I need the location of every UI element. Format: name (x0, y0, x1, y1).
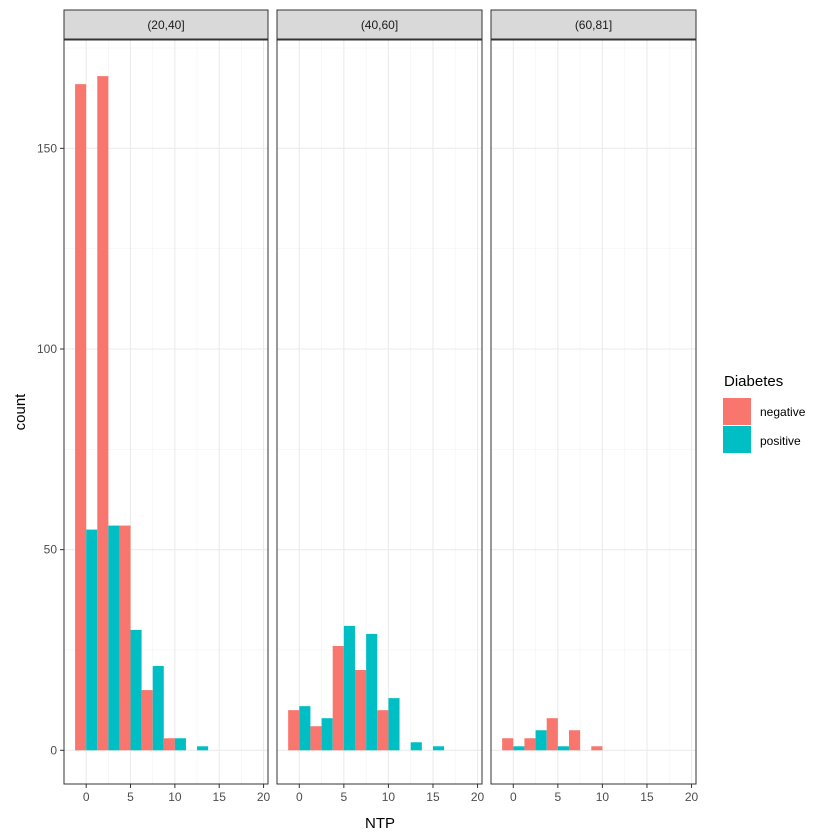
bar-negative (332, 645, 344, 751)
legend-key-positive (723, 426, 751, 453)
bar-positive (388, 698, 400, 751)
bar-negative (377, 710, 389, 751)
bar-negative (119, 525, 131, 751)
bar-negative (591, 746, 603, 751)
x-tick-label: 5 (341, 790, 348, 804)
x-tick-label: 5 (127, 790, 134, 804)
panel-border (490, 39, 697, 785)
facet-strip (63, 9, 269, 40)
facet-strip (490, 9, 697, 40)
x-axis-title: NTP (365, 815, 395, 832)
legend-title: Diabetes (724, 373, 783, 390)
bar-positive (299, 706, 311, 751)
bar-positive (197, 746, 209, 751)
bar-positive (410, 742, 422, 751)
x-tick-label: 15 (213, 790, 227, 804)
panel-background (491, 40, 696, 784)
bar-negative (163, 738, 175, 751)
facet-strip-label: (60,81] (575, 18, 612, 32)
legend: Diabetes negative positive (723, 373, 806, 453)
y-tick-label: 100 (37, 342, 57, 356)
bar-positive (535, 730, 547, 751)
panel-border (276, 39, 483, 785)
bar-positive (321, 718, 333, 751)
bar-negative (75, 84, 87, 751)
legend-label-positive: positive (760, 434, 801, 448)
x-tick-label: 10 (382, 790, 396, 804)
legend-label-negative: negative (760, 405, 806, 419)
y-axis-title: count (12, 393, 29, 431)
x-tick-label: 0 (83, 790, 90, 804)
bar-negative (97, 76, 109, 751)
bar-positive (343, 625, 355, 751)
bar-negative (288, 710, 300, 751)
y-tick-label: 150 (37, 141, 57, 155)
bar-negative (354, 670, 367, 751)
bar-positive (432, 746, 445, 751)
x-tick-label: 20 (471, 790, 485, 804)
bar-negative (546, 718, 558, 751)
x-tick-label: 15 (426, 790, 440, 804)
x-tick-label: 10 (596, 790, 610, 804)
facet-panel-3: (60,81] 0 5 10 15 20 (490, 9, 699, 804)
x-tick-label: 0 (296, 790, 303, 804)
bar-negative (524, 738, 536, 751)
bar-positive (174, 738, 186, 751)
y-tick-label: 0 (50, 743, 57, 757)
x-tick-label: 15 (640, 790, 654, 804)
x-tick-label: 10 (168, 790, 182, 804)
bar-positive (557, 746, 569, 751)
facet-panel-1: (20,40] 0 5 10 15 20 (63, 9, 271, 804)
bar-negative (568, 730, 581, 751)
x-tick-label: 0 (510, 790, 517, 804)
bar-positive (108, 525, 120, 751)
facet-strip-label: (40,60] (361, 18, 398, 32)
x-tick-label: 20 (257, 790, 271, 804)
bar-negative (310, 726, 322, 751)
facet-strip (276, 9, 483, 40)
facet-strip-label: (20,40] (147, 18, 184, 32)
panel-background (277, 40, 482, 784)
x-tick-label: 20 (685, 790, 699, 804)
bar-positive (86, 529, 98, 751)
bar-positive (366, 633, 378, 751)
y-axis: 0 50 100 150 (37, 141, 64, 757)
bar-positive (513, 746, 525, 751)
bar-negative (502, 738, 514, 751)
bar-positive (152, 666, 164, 751)
facets-layer: (20,40] 0 5 10 15 20 (40,60] 0 5 10 15 20 (60,81] 0 5 1… (37, 9, 699, 804)
panel-border (63, 39, 269, 785)
bar-positive (130, 629, 142, 751)
bar-negative (141, 690, 153, 751)
legend-key-negative (723, 398, 751, 425)
y-tick-label: 50 (44, 543, 58, 557)
x-tick-label: 5 (555, 790, 562, 804)
facet-panel-2: (40,60] 0 5 10 15 20 (276, 9, 485, 804)
